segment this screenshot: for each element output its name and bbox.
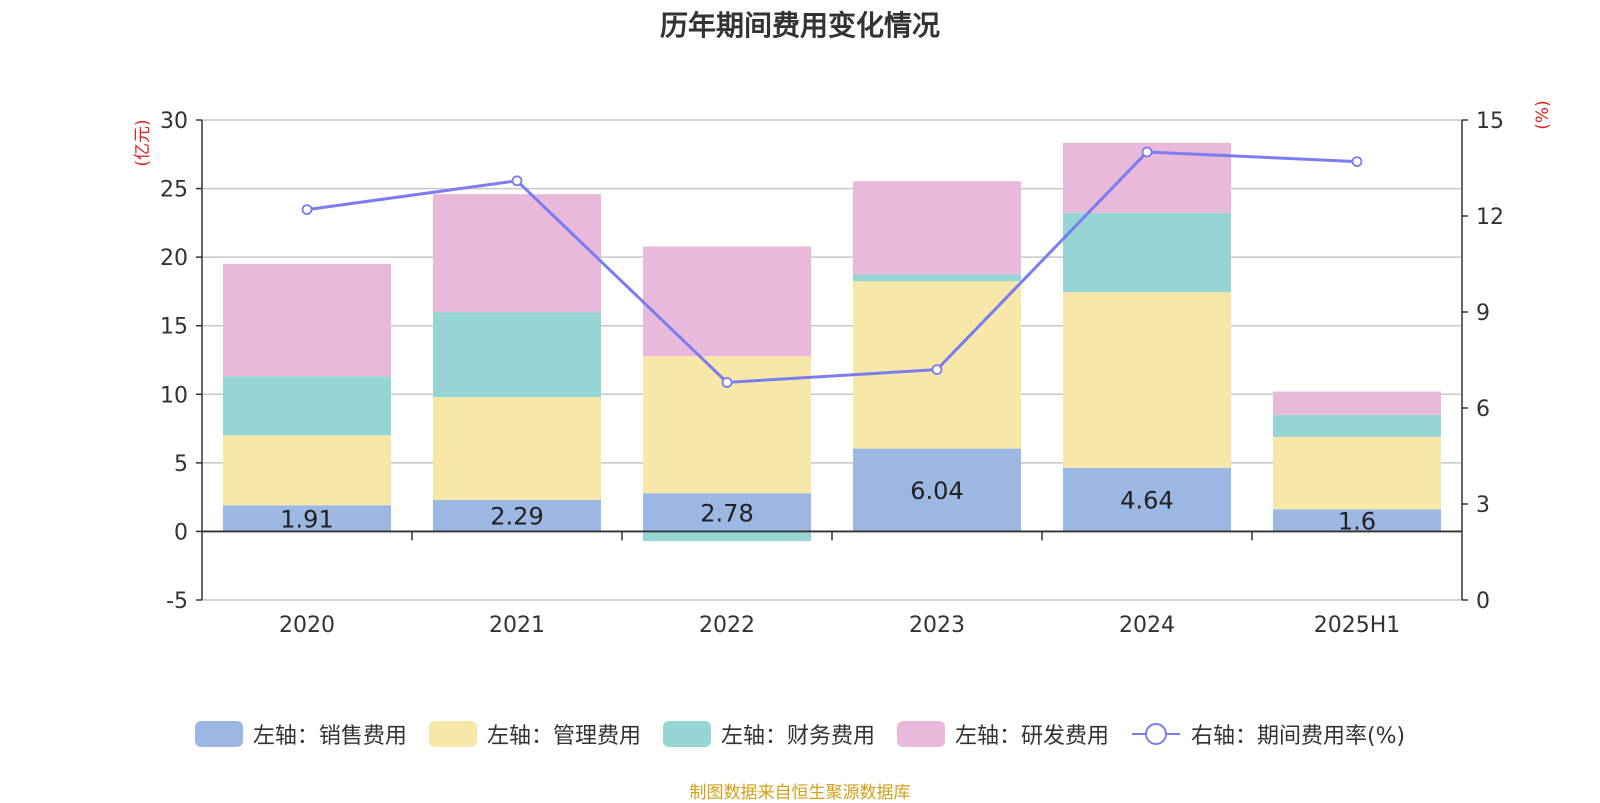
y-left-tick-label: 30: [160, 109, 188, 134]
bar-segment: [1273, 436, 1441, 510]
bar-segment: [643, 531, 811, 542]
y-left-tick-label: 10: [160, 383, 188, 408]
y-left-tick-label: 25: [160, 178, 188, 203]
axes-layer: -5 0 5 10 15 20 25 30 0 3 6 9 12 15 2020 2021 2022 2023 20…: [133, 100, 1553, 638]
rate-point: [721, 376, 733, 388]
bar-data-label: 2.29: [490, 503, 543, 531]
legend-line-swatch: [1131, 723, 1180, 745]
y-left-tick-label: 15: [160, 315, 188, 340]
bar-segment: [433, 194, 601, 313]
labels-layer: 1.91 2.29 2.78 6.04 4.64 1.6: [280, 477, 1376, 535]
y-right-unit-label: (%): [1533, 100, 1553, 129]
bar-segment: [643, 493, 811, 532]
bar-segment: [1273, 414, 1441, 437]
source-note: 制图数据来自恒生聚源数据库: [689, 783, 911, 803]
y-left-tick-label: -5: [166, 589, 188, 614]
x-tick-label: 2022: [699, 613, 755, 638]
bar-segment: [853, 448, 1021, 532]
legend-label: 左轴：管理费用: [486, 724, 641, 749]
y-left-tick-label: 0: [174, 520, 188, 545]
bar-segment: [433, 312, 601, 398]
y-right-tick-label: 3: [1476, 493, 1490, 518]
y-right-tick-label: 0: [1476, 589, 1490, 614]
bar-segment: [853, 274, 1021, 282]
rate-point: [1351, 156, 1363, 168]
y-left-unit-label: (亿元): [133, 119, 153, 166]
legend-swatch: [428, 721, 477, 747]
rate-line: [306, 150, 1358, 384]
legend-swatch: [896, 721, 945, 747]
y-right-tick-label: 9: [1476, 301, 1490, 326]
rate-point: [1141, 146, 1153, 158]
bar-data-label: 6.04: [910, 477, 963, 505]
rate-point: [931, 364, 943, 376]
legend-label: 左轴：财务费用: [720, 724, 875, 749]
bar-data-label: 1.91: [280, 505, 333, 533]
legend-item[interactable]: 左轴：财务费用: [662, 718, 875, 750]
bar-segment: [1063, 467, 1231, 532]
legend-label: 右轴：期间费用率(%): [1190, 724, 1406, 749]
bar-data-label: 4.64: [1120, 487, 1173, 515]
legend-swatch: [194, 721, 243, 747]
chart-title: 历年期间费用变化情况: [659, 9, 940, 42]
y-left-tick-label: 20: [160, 246, 188, 271]
y-right-tick-label: 12: [1476, 205, 1504, 230]
legend-label: 左轴：研发费用: [954, 724, 1109, 749]
bar-segment: [1063, 292, 1231, 468]
legend-item[interactable]: 左轴：研发费用: [896, 718, 1109, 750]
x-tick-label: 2023: [909, 613, 965, 638]
legend-item[interactable]: 右轴：期间费用率(%): [1131, 718, 1405, 750]
y-right-tick-label: 15: [1476, 109, 1504, 134]
bar-data-label: 1.6: [1338, 507, 1376, 535]
x-tick-label: 2025H1: [1314, 613, 1401, 638]
line-layer: [301, 146, 1363, 388]
bar-segment: [643, 246, 811, 357]
chart-plot: -5 0 5 10 15 20 25 30 0 3 6 9 12 15 2020 2021 2022 2023 20…: [133, 100, 1553, 638]
bar-segment: [433, 397, 601, 501]
bar-segment: [433, 500, 601, 532]
rate-point: [301, 204, 313, 216]
y-right-tick-label: 6: [1476, 397, 1490, 422]
legend-item[interactable]: 左轴：销售费用: [194, 718, 407, 750]
bar-segment: [1273, 509, 1441, 532]
rate-point: [511, 175, 523, 187]
x-tick-label: 2024: [1119, 613, 1175, 638]
x-tick-label: 2020: [279, 613, 335, 638]
bar-segment: [1273, 391, 1441, 415]
bar-segment: [223, 376, 391, 436]
bar-segment: [643, 356, 811, 494]
bar-segment: [1063, 212, 1231, 293]
bar-segment: [223, 505, 391, 532]
bar-segment: [223, 263, 391, 377]
legend-item[interactable]: 左轴：管理费用: [428, 718, 641, 750]
bar-segment: [853, 181, 1021, 275]
y-left-tick-label: 5: [174, 452, 188, 477]
bar-segment: [223, 435, 391, 506]
bar-data-label: 2.78: [700, 499, 753, 527]
legend-label: 左轴：销售费用: [252, 724, 407, 749]
legend-swatch: [662, 721, 711, 747]
legend: 左轴：销售费用 左轴：管理费用 左轴：财务费用 左轴：研发费用 右轴：期间费用率(%): [0, 718, 1600, 750]
x-tick-label: 2021: [489, 613, 545, 638]
bars-layer: [223, 142, 1441, 542]
